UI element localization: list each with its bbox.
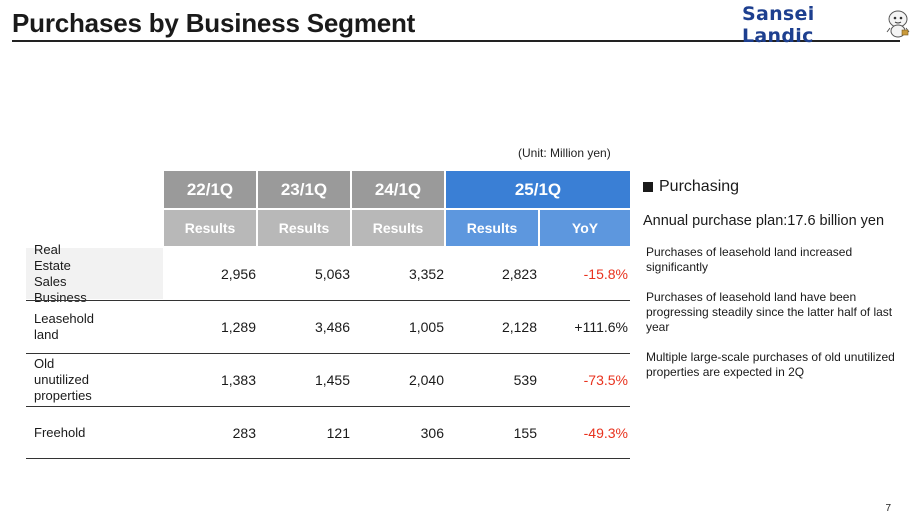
note-item: Purchases of leasehold land increased si…: [646, 245, 853, 274]
cell-yoy: -49.3%: [583, 425, 628, 441]
row-label-line: Leasehold land: [34, 311, 94, 342]
unit-note: (Unit: Million yen): [518, 146, 611, 160]
header-period-23-1q: 23/1Q: [258, 171, 350, 208]
cell-value: 1,005: [408, 319, 444, 335]
cell-value: 1,383: [220, 372, 256, 388]
row-label: Real Estate Sales Business: [34, 242, 87, 305]
header-period-22-1q: 22/1Q: [164, 171, 256, 208]
cell-value: 1,455: [314, 372, 350, 388]
cell-value: 1,289: [220, 319, 256, 335]
cell-value: 155: [513, 425, 537, 441]
subheader-results: Results: [164, 210, 256, 246]
cell-value: 3,352: [408, 265, 444, 282]
header-period-24-1q: 24/1Q: [352, 171, 444, 208]
cell-value: 2,823: [501, 265, 537, 282]
cell-value: 283: [232, 425, 256, 441]
square-bullet-icon: [643, 182, 653, 192]
note-item: Purchases of leasehold land have been pr…: [646, 290, 893, 334]
cell-value: 2,040: [408, 372, 444, 388]
cell-value: 3,486: [314, 319, 350, 335]
header-period-25-1q: 25/1Q: [446, 171, 630, 208]
page-title: Purchases by Business Segment: [12, 8, 416, 38]
row-divider: [26, 458, 630, 459]
company-logo: Sansei Landic: [742, 3, 911, 47]
row-divider: [26, 353, 630, 354]
subheader-results: Results: [258, 210, 350, 246]
row-label-line: properties: [34, 388, 92, 403]
row-label-line: Old unutilized: [34, 356, 89, 387]
subheader-yoy: YoY: [540, 210, 630, 246]
page-number: 7: [885, 503, 891, 514]
cell-value: 2,956: [220, 265, 256, 282]
logo-text: Sansei Landic: [742, 3, 815, 47]
cell-value: 5,063: [314, 265, 350, 282]
row-label-line: Freehold: [34, 425, 86, 440]
row-label: Freehold: [34, 407, 85, 459]
subheader-results: Results: [446, 210, 538, 246]
row-label-line: Real Estate Sales: [34, 241, 71, 289]
cell-yoy: -73.5%: [583, 372, 628, 388]
cell-value: 306: [420, 425, 444, 441]
row-divider: [26, 300, 630, 301]
subheader-results: Results: [352, 210, 444, 246]
annual-plan: Annual purchase plan:17.6 billion yen: [643, 213, 885, 229]
cell-value: 2,128: [501, 319, 537, 335]
cell-value: 121: [326, 425, 350, 441]
row-divider: [26, 406, 630, 407]
cell-yoy: +111.6%: [574, 319, 628, 335]
cell-value: 539: [513, 372, 537, 388]
purchasing-heading-text: Purchasing: [659, 178, 740, 195]
title-rule: [12, 40, 900, 42]
row-label-background: [26, 248, 163, 299]
purchasing-heading: Purchasing: [643, 178, 739, 196]
note-item: Multiple large-scale purchases of old un…: [646, 350, 895, 379]
cell-yoy: -15.8%: [583, 265, 628, 282]
row-label: Leasehold land: [34, 301, 94, 353]
mascot-icon: [885, 8, 911, 43]
row-label: Old unutilized properties: [34, 354, 92, 406]
